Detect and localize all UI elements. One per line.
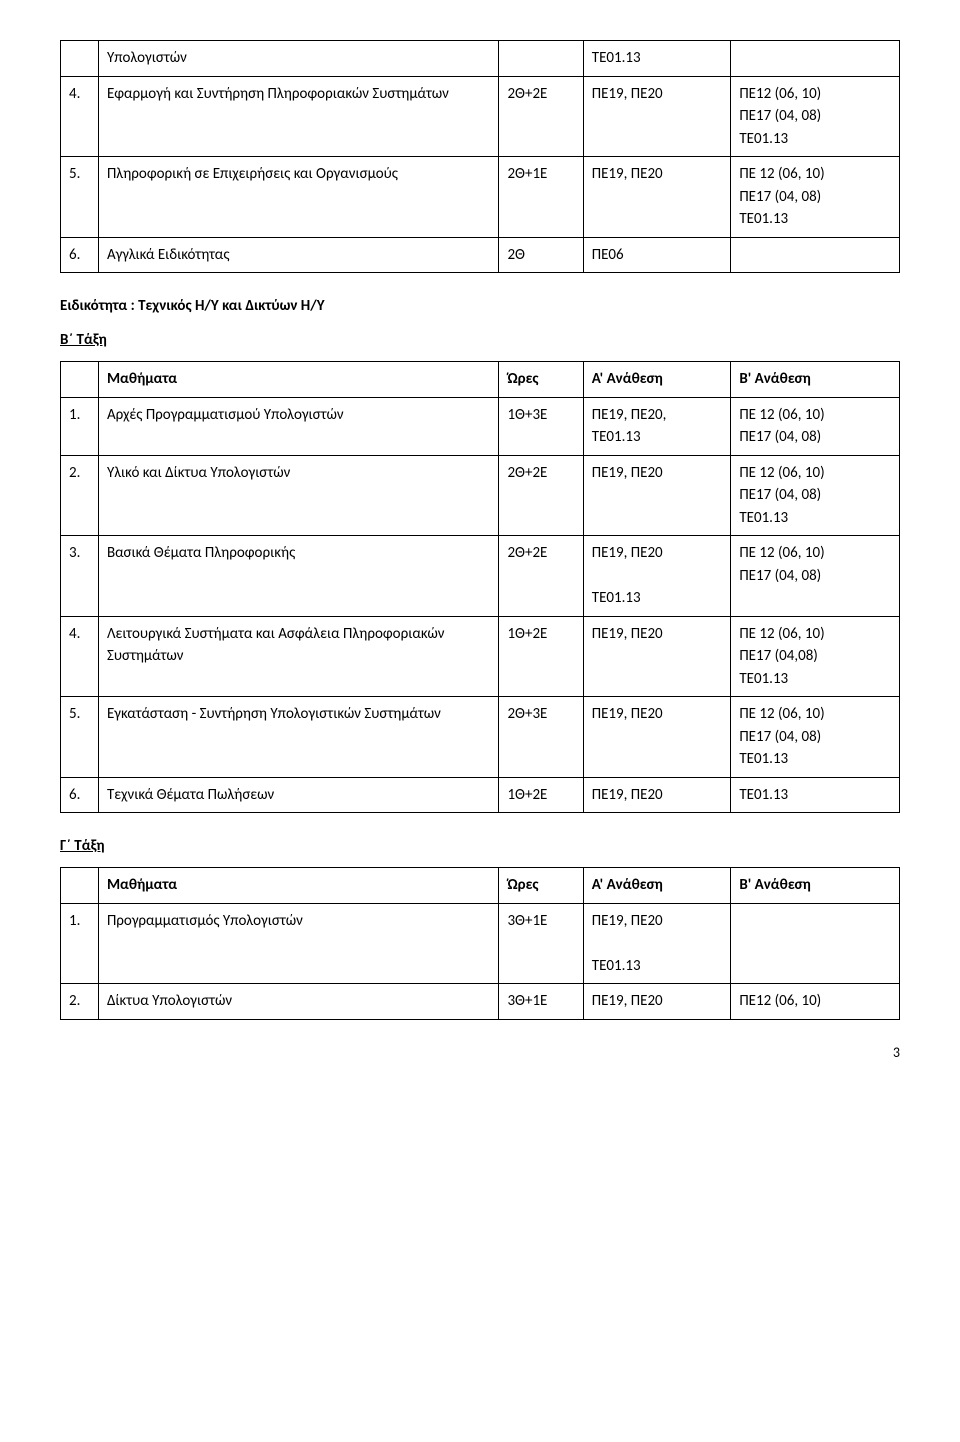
subject-cell: Εγκατάσταση - Συντήρηση Υπολογιστικών Συ…: [98, 697, 499, 778]
row-number: [61, 41, 99, 77]
hours-cell: 2Θ+3Ε: [499, 697, 583, 778]
subject-cell: Βασικά Θέματα Πληροφορικής: [98, 536, 499, 617]
assignment-a-cell: ΠΕ19, ΠΕ20 ΤΕ01.13: [583, 903, 731, 984]
assignment-a-cell: ΠΕ19, ΠΕ20: [583, 697, 731, 778]
hours-cell: 1Θ+2Ε: [499, 616, 583, 697]
row-number: 5.: [61, 697, 99, 778]
row-number: 1.: [61, 397, 99, 455]
subject-cell: Υπολογιστών: [98, 41, 499, 77]
table-row: Υπολογιστών ΤΕ01.13: [61, 41, 900, 77]
table-header-row: Μαθήματα Ώρες Α' Ανάθεση Β' Ανάθεση: [61, 868, 900, 904]
header-assignment-b: Β' Ανάθεση: [731, 362, 900, 398]
section-title-specialty: Ειδικότητα : Τεχνικός Η/Υ και Δικτύων Η/…: [60, 297, 900, 315]
assignment-a-cell: ΠΕ19, ΠΕ20: [583, 76, 731, 157]
class-label-c: Γ΄ Τάξη: [60, 837, 900, 855]
assignment-b-cell: ΠΕ 12 (06, 10)ΠΕ17 (04, 08)ΤΕ01.13: [731, 697, 900, 778]
subject-cell: Αρχές Προγραμματισμού Υπολογιστών: [98, 397, 499, 455]
table-row: 1. Αρχές Προγραμματισμού Υπολογιστών 1Θ+…: [61, 397, 900, 455]
assignment-a-cell: ΠΕ19, ΠΕ20: [583, 616, 731, 697]
hours-cell: [499, 41, 583, 77]
table-prev-continuation: Υπολογιστών ΤΕ01.13 4. Εφαρμογή και Συντ…: [60, 40, 900, 273]
header-blank: [61, 362, 99, 398]
assignment-a-cell: ΠΕ19, ΠΕ20 ΤΕ01.13: [583, 536, 731, 617]
assignment-b-cell: ΠΕ 12 (06, 10)ΠΕ17 (04,08)ΤΕ01.13: [731, 616, 900, 697]
row-number: 2.: [61, 984, 99, 1020]
header-subject: Μαθήματα: [98, 868, 499, 904]
subject-cell: Αγγλικά Ειδικότητας: [98, 237, 499, 273]
header-assignment-a: Α' Ανάθεση: [583, 868, 731, 904]
header-assignment-a: Α' Ανάθεση: [583, 362, 731, 398]
table-row: 4. Λειτουργικά Συστήματα και Ασφάλεια Πλ…: [61, 616, 900, 697]
assignment-b-cell: ΠΕ12 (06, 10)ΠΕ17 (04, 08)ΤΕ01.13: [731, 76, 900, 157]
row-number: 6.: [61, 777, 99, 813]
table-header-row: Μαθήματα Ώρες Α' Ανάθεση Β' Ανάθεση: [61, 362, 900, 398]
table-row: 5. Εγκατάσταση - Συντήρηση Υπολογιστικών…: [61, 697, 900, 778]
row-number: 1.: [61, 903, 99, 984]
subject-cell: Λειτουργικά Συστήματα και Ασφάλεια Πληρο…: [98, 616, 499, 697]
assignment-b-cell: [731, 237, 900, 273]
hours-cell: 1Θ+2Ε: [499, 777, 583, 813]
table-class-b: Μαθήματα Ώρες Α' Ανάθεση Β' Ανάθεση 1. Α…: [60, 361, 900, 813]
assignment-b-cell: ΠΕ12 (06, 10): [731, 984, 900, 1020]
table-class-c: Μαθήματα Ώρες Α' Ανάθεση Β' Ανάθεση 1. Π…: [60, 867, 900, 1020]
assignment-b-cell: ΠΕ 12 (06, 10)ΠΕ17 (04, 08)ΤΕ01.13: [731, 157, 900, 238]
assignment-a-cell: ΤΕ01.13: [583, 41, 731, 77]
table-row: 5. Πληροφορική σε Επιχειρήσεις και Οργαν…: [61, 157, 900, 238]
hours-cell: 2Θ+2Ε: [499, 76, 583, 157]
hours-cell: 2Θ+2Ε: [499, 536, 583, 617]
assignment-a-cell: ΠΕ19, ΠΕ20: [583, 455, 731, 536]
table-row: 2. Υλικό και Δίκτυα Υπολογιστών 2Θ+2Ε ΠΕ…: [61, 455, 900, 536]
subject-cell: Πληροφορική σε Επιχειρήσεις και Οργανισμ…: [98, 157, 499, 238]
header-hours: Ώρες: [499, 362, 583, 398]
header-blank: [61, 868, 99, 904]
table-row: 3. Βασικά Θέματα Πληροφορικής 2Θ+2Ε ΠΕ19…: [61, 536, 900, 617]
row-number: 6.: [61, 237, 99, 273]
assignment-a-cell: ΠΕ06: [583, 237, 731, 273]
table-row: 4. Εφαρμογή και Συντήρηση Πληροφοριακών …: [61, 76, 900, 157]
header-hours: Ώρες: [499, 868, 583, 904]
hours-cell: 3Θ+1Ε: [499, 903, 583, 984]
subject-cell: Τεχνικά Θέματα Πωλήσεων: [98, 777, 499, 813]
row-number: 5.: [61, 157, 99, 238]
table-row: 6. Τεχνικά Θέματα Πωλήσεων 1Θ+2Ε ΠΕ19, Π…: [61, 777, 900, 813]
class-label-b: Β΄ Τάξη: [60, 331, 900, 349]
row-number: 3.: [61, 536, 99, 617]
assignment-b-cell: ΤΕ01.13: [731, 777, 900, 813]
header-assignment-b: Β' Ανάθεση: [731, 868, 900, 904]
hours-cell: 2Θ+2Ε: [499, 455, 583, 536]
subject-cell: Υλικό και Δίκτυα Υπολογιστών: [98, 455, 499, 536]
assignment-b-cell: [731, 903, 900, 984]
assignment-b-cell: ΠΕ 12 (06, 10)ΠΕ17 (04, 08)ΤΕ01.13: [731, 455, 900, 536]
assignment-b-cell: ΠΕ 12 (06, 10)ΠΕ17 (04, 08): [731, 536, 900, 617]
row-number: 2.: [61, 455, 99, 536]
table-row: 6. Αγγλικά Ειδικότητας 2Θ ΠΕ06: [61, 237, 900, 273]
page-number: 3: [60, 1044, 900, 1061]
assignment-a-cell: ΠΕ19, ΠΕ20: [583, 984, 731, 1020]
hours-cell: 2Θ: [499, 237, 583, 273]
row-number: 4.: [61, 76, 99, 157]
row-number: 4.: [61, 616, 99, 697]
assignment-a-cell: ΠΕ19, ΠΕ20: [583, 777, 731, 813]
subject-cell: Δίκτυα Υπολογιστών: [98, 984, 499, 1020]
hours-cell: 1Θ+3Ε: [499, 397, 583, 455]
hours-cell: 2Θ+1Ε: [499, 157, 583, 238]
table-row: 1. Προγραμματισμός Υπολογιστών 3Θ+1Ε ΠΕ1…: [61, 903, 900, 984]
subject-cell: Προγραμματισμός Υπολογιστών: [98, 903, 499, 984]
subject-cell: Εφαρμογή και Συντήρηση Πληροφοριακών Συσ…: [98, 76, 499, 157]
assignment-b-cell: [731, 41, 900, 77]
hours-cell: 3Θ+1Ε: [499, 984, 583, 1020]
header-subject: Μαθήματα: [98, 362, 499, 398]
table-row: 2. Δίκτυα Υπολογιστών 3Θ+1Ε ΠΕ19, ΠΕ20 Π…: [61, 984, 900, 1020]
assignment-a-cell: ΠΕ19, ΠΕ20: [583, 157, 731, 238]
assignment-a-cell: ΠΕ19, ΠΕ20,ΤΕ01.13: [583, 397, 731, 455]
assignment-b-cell: ΠΕ 12 (06, 10)ΠΕ17 (04, 08): [731, 397, 900, 455]
